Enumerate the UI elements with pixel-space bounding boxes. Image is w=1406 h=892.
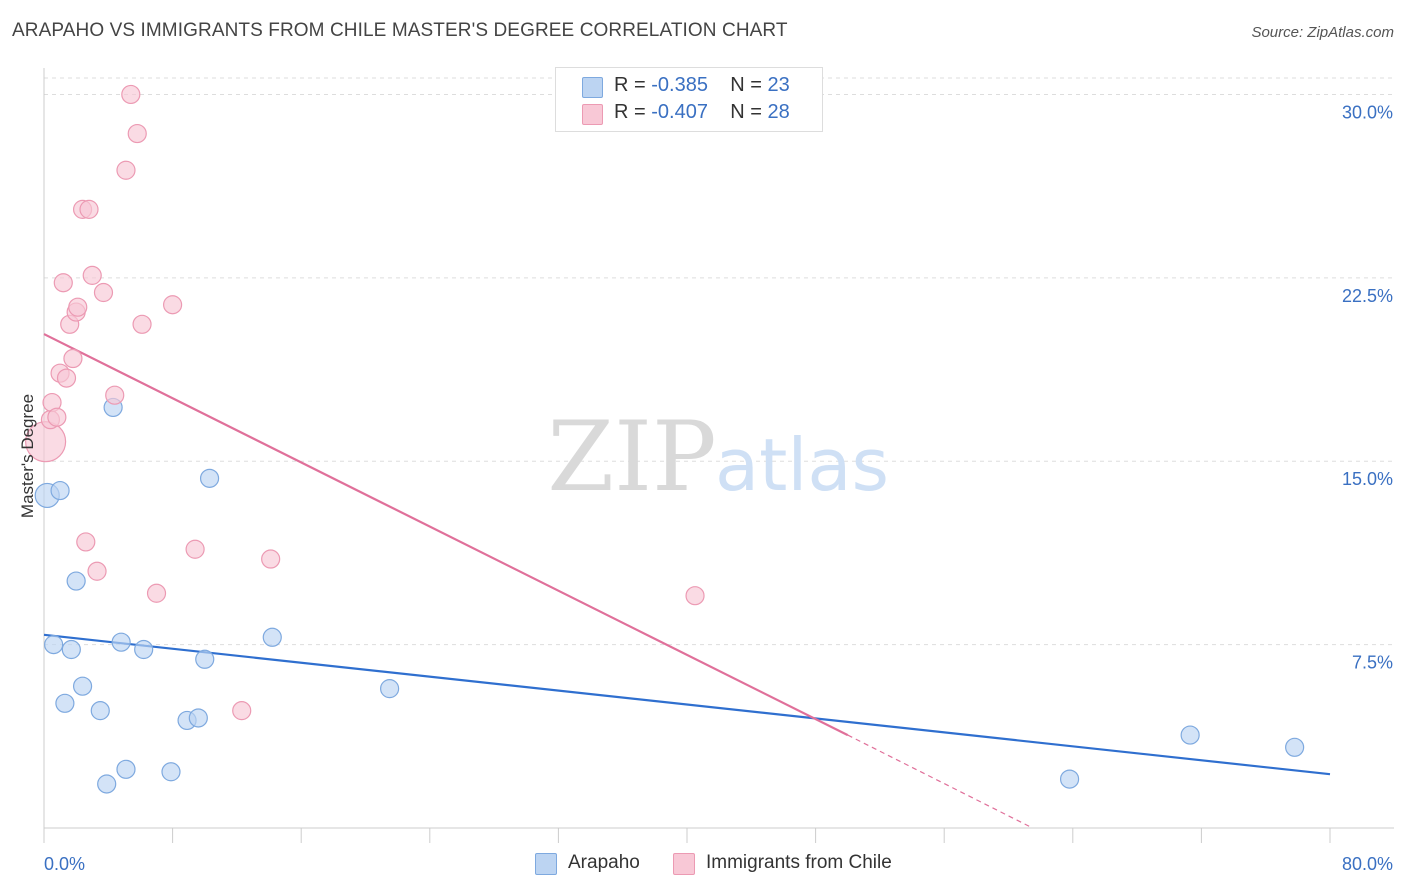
watermark-atlas: atlas (715, 423, 889, 507)
chile-point (82, 265, 102, 285)
arapaho-point (188, 708, 208, 728)
legend-label-chile: Immigrants from Chile (706, 852, 892, 873)
arapaho-point (199, 468, 220, 488)
arapaho-swatch (582, 77, 603, 98)
arapaho-point (1059, 769, 1080, 789)
y-tick-label: 7.5% (1352, 653, 1393, 673)
arapaho-point (61, 639, 81, 660)
chile-point (185, 539, 205, 559)
arapaho-point (50, 480, 70, 501)
correlation-legend: R = -0.385 N = 23 R = -0.407 N = 28 (555, 67, 823, 132)
chile-point (163, 295, 183, 315)
data-points (25, 84, 1305, 794)
chile-point (105, 385, 125, 405)
series-legend: Arapaho Immigrants from Chile (0, 851, 1406, 879)
arapaho-point (66, 571, 86, 591)
n-value: 23 (767, 74, 790, 96)
n-label: N = (730, 74, 768, 96)
arapaho-point (380, 679, 400, 699)
trend-line (43, 633, 1331, 776)
arapaho-point (72, 676, 93, 696)
arapaho-point (97, 774, 117, 794)
arapaho-point (195, 649, 215, 669)
y-tick-label: 30.0% (1342, 102, 1393, 122)
arapaho-point (44, 635, 64, 655)
chile-point (68, 297, 88, 317)
r-value: -0.407 (651, 101, 708, 123)
n-label: N = (730, 101, 768, 123)
r-label: R = (614, 74, 652, 96)
watermark: ZIP atlas (547, 401, 889, 513)
chile-point (63, 348, 83, 369)
chile-point (121, 84, 141, 105)
arapaho-point (55, 693, 75, 713)
arapaho-swatch (535, 853, 557, 875)
n-value: 28 (767, 101, 790, 123)
chile-point (116, 160, 136, 180)
chart-title: ARAPAHO VS IMMIGRANTS FROM CHILE MASTER'… (12, 20, 788, 41)
y-tick-label: 22.5% (1342, 286, 1393, 306)
arapaho-point (262, 627, 282, 647)
r-value: -0.385 (651, 74, 708, 96)
arapaho-point (111, 632, 131, 652)
chile-point (76, 532, 96, 552)
chile-point (685, 586, 705, 606)
tick-labels: 7.5% 15.0% 22.5% 30.0% 0.0% 80.0% (44, 102, 1393, 874)
chile-point (56, 368, 77, 388)
arapaho-point (1180, 725, 1200, 745)
trend-lines (43, 333, 1331, 829)
source-label: Source: ZipAtlas.com (1251, 24, 1394, 41)
chile-point (53, 273, 73, 293)
chile-point (146, 583, 167, 603)
chile-point (87, 561, 107, 581)
arapaho-point (90, 701, 110, 721)
chile-point (79, 199, 99, 219)
arapaho-point (134, 639, 154, 660)
chile-point (232, 701, 252, 721)
chile-point (47, 407, 67, 427)
r-label: R = (614, 101, 652, 123)
chile-point (132, 314, 152, 334)
chile-point (127, 123, 147, 144)
legend-label-arapaho: Arapaho (568, 852, 640, 873)
chile-swatch (582, 104, 603, 125)
trend-line-extension (847, 734, 1033, 829)
chile-point (261, 549, 281, 569)
x-tick-label: 80.0% (1342, 854, 1393, 874)
arapaho-point (1285, 737, 1305, 757)
grid-lines (44, 77, 1394, 646)
chile-swatch (673, 853, 695, 875)
arapaho-point (116, 759, 136, 779)
y-tick-label: 15.0% (1342, 469, 1393, 489)
y-axis-label: Master's Degree (18, 394, 37, 518)
arapaho-point (161, 762, 181, 782)
watermark-zip: ZIP (547, 401, 716, 513)
trend-line (43, 333, 849, 737)
chile-point (93, 282, 114, 303)
x-tick-label: 0.0% (44, 854, 85, 874)
